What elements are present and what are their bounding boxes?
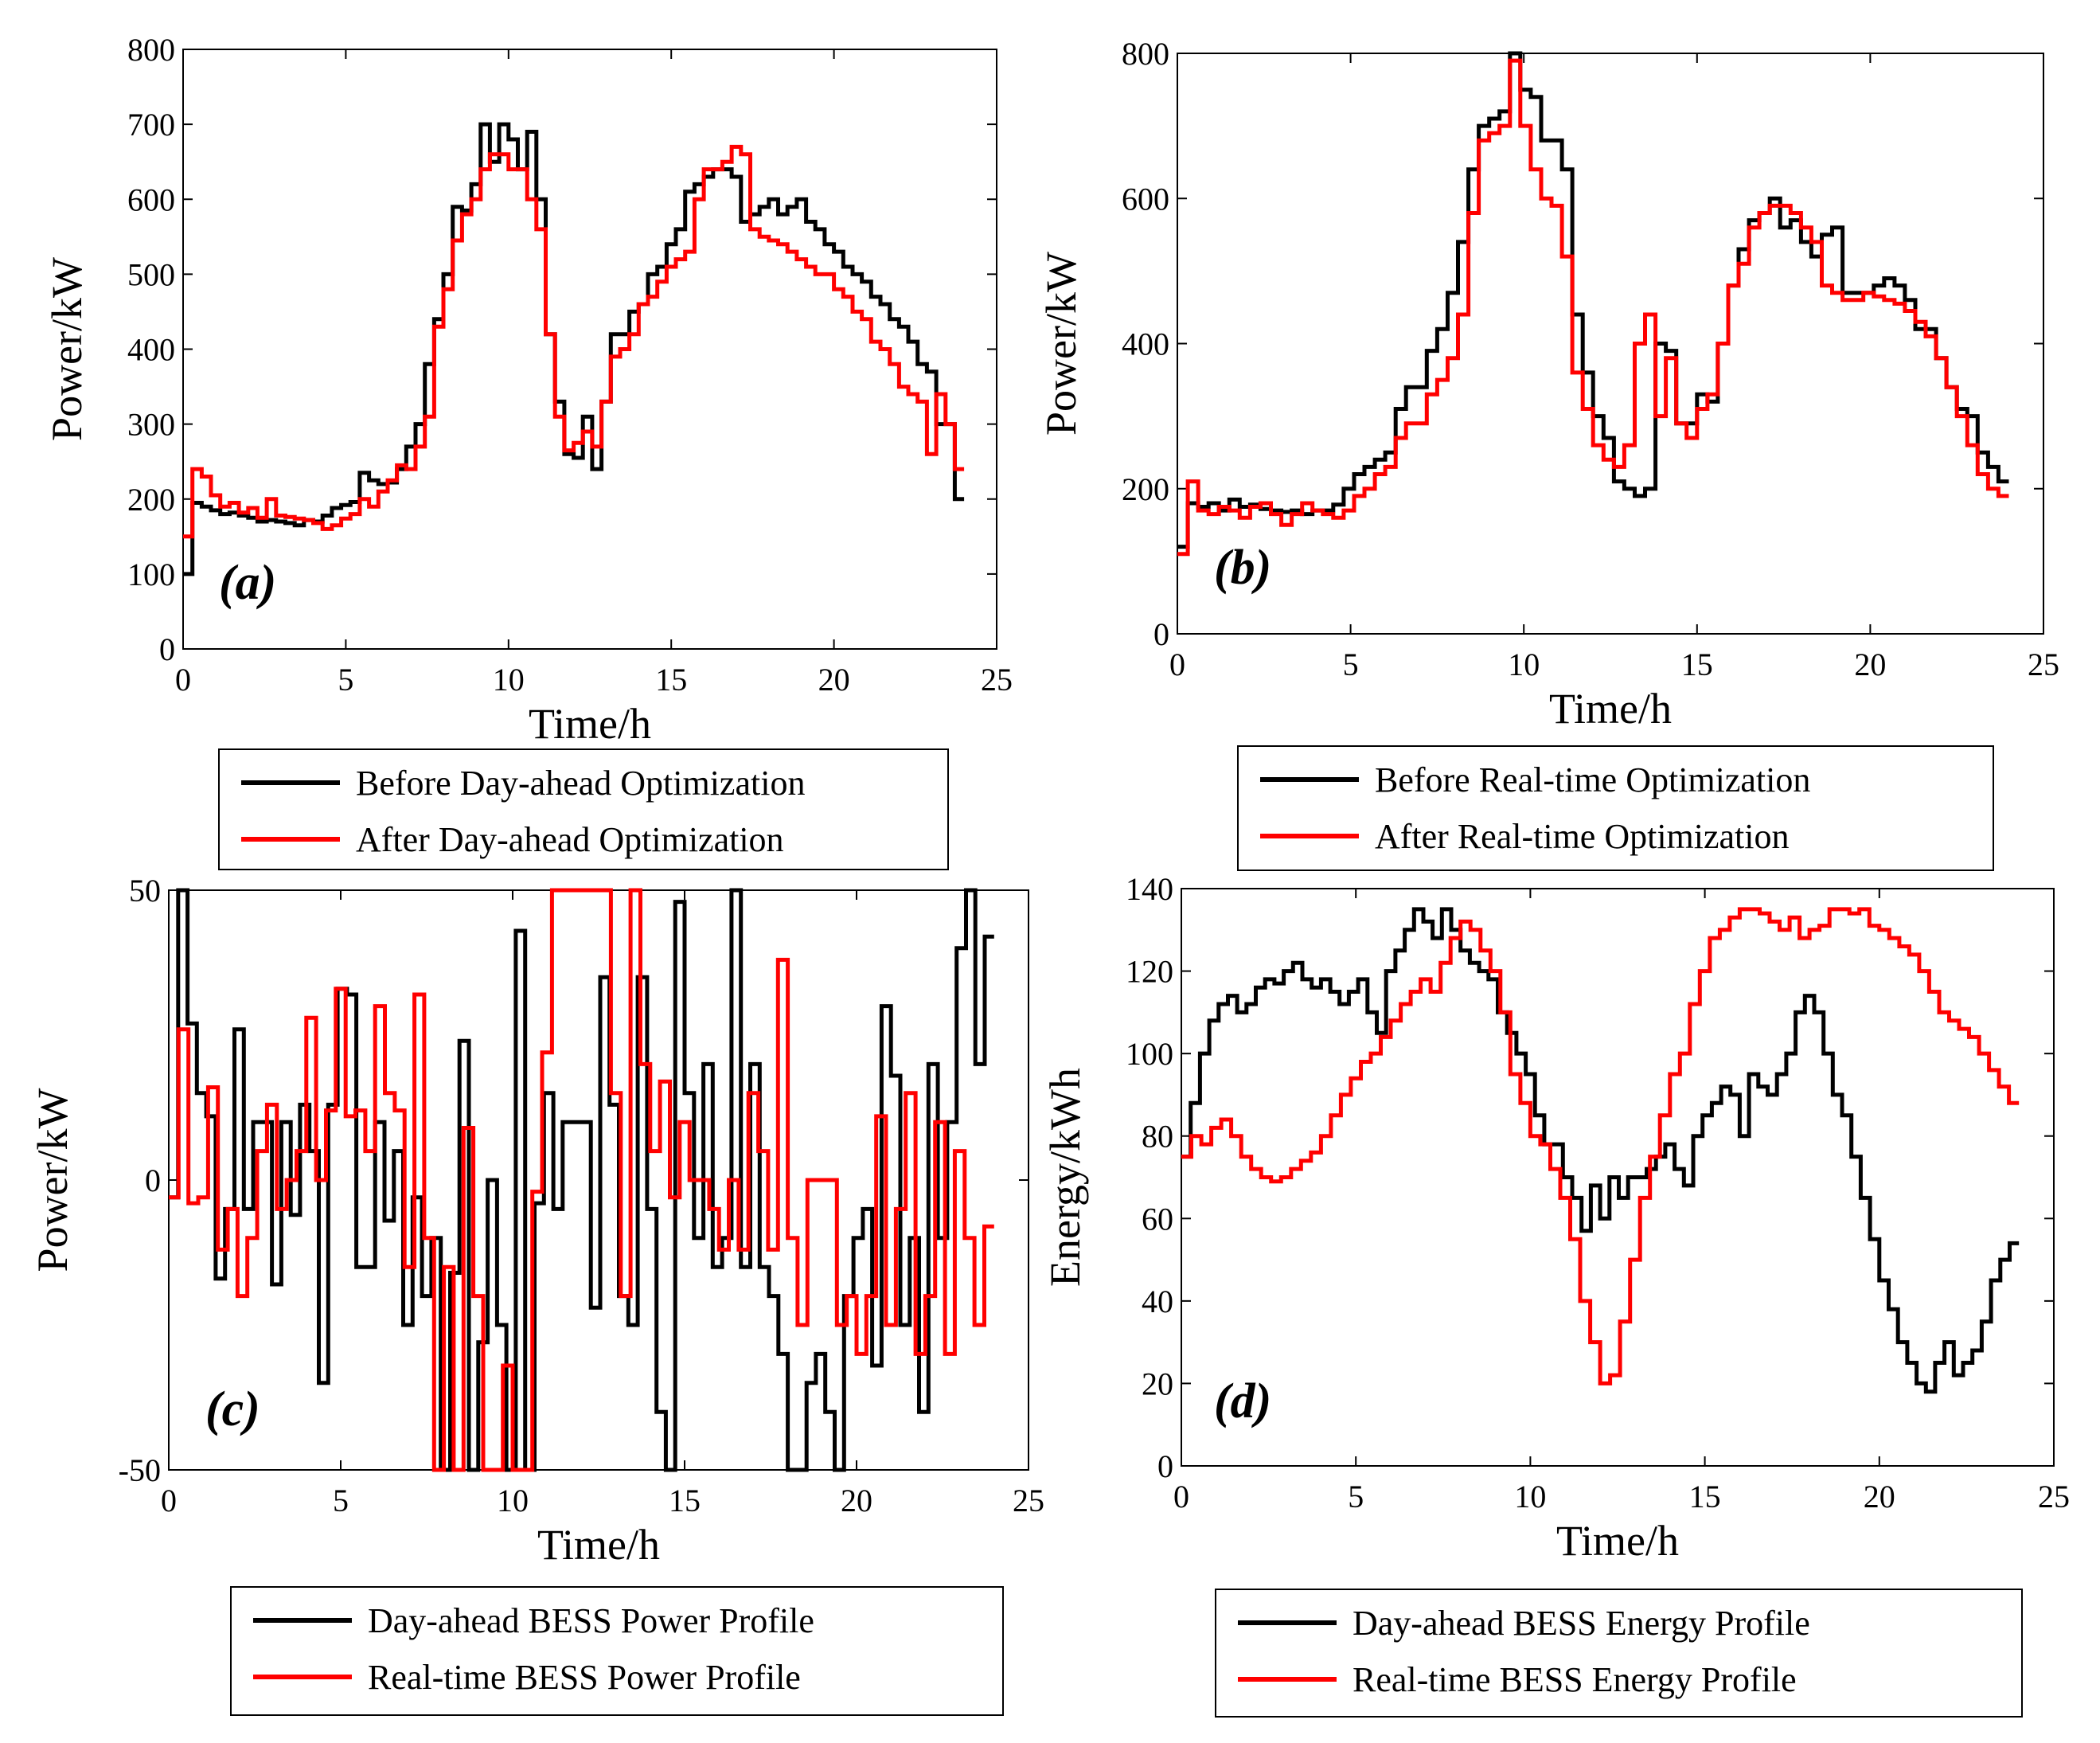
chart-panel-a: 0 5 10 15 20 25 0 100 200 300 400 500 600 700 800 Time/… [43,32,1013,870]
x-tick-label: 10 [1514,1479,1546,1514]
chart-panel-c: 0 5 10 15 20 25-50050Time/hPower/kW(c)Day-ahe… [29,873,1044,1716]
y-tick-label: 500 [127,256,175,292]
y-tick-label: 0 [1157,1448,1173,1484]
y-tick-label: 80 [1142,1119,1173,1155]
legend-box [1237,745,1994,871]
y-tick-label: 60 [1142,1201,1173,1237]
x-tick-label: 5 [1343,647,1359,682]
y-tick-label: 600 [1122,181,1169,217]
plot-frame [182,49,997,650]
legend-label: Day-ahead BESS Power Profile [368,1601,814,1640]
panel-label: (d) [1214,1374,1271,1428]
y-tick-label: 100 [127,557,175,592]
x-tick-label: 15 [669,1483,701,1518]
series-line-red [1181,907,2020,1385]
chart-panel-d: 0 5 10 15 20 25 0 20 40 60 80 100 120 140 Time/h Energy… [1041,871,2070,1718]
panel-label: (b) [1214,541,1271,595]
x-axis-label: Time/h [537,1521,660,1569]
x-tick-label: 10 [493,662,525,698]
legend-label: Real-time BESS Power Profile [368,1658,801,1697]
x-tick-label: 10 [1508,647,1540,682]
legend: Before Day-ahead Optimization After Day-a… [218,748,949,870]
legend-label: After Real-time Optimization [1375,817,1790,856]
legend-label: Before Day-ahead Optimization [356,764,805,803]
chart-panel-b: 0 5 10 15 20 25 0 200 400 600 800 Time/h Power/kW (b)… [1037,36,2059,871]
y-tick-label: 0 [1153,616,1169,652]
series-line-red [183,144,965,539]
legend-label: Day-ahead BESS Energy Profile [1353,1604,1810,1643]
y-tick-label: 200 [1122,471,1169,507]
x-tick-label: 20 [818,662,850,698]
x-tick-label: 10 [497,1483,529,1518]
y-tick-label: 800 [1122,36,1169,72]
x-tick-label: 25 [1013,1483,1044,1518]
x-tick-label: 5 [333,1483,349,1518]
y-tick-label: -50 [119,1452,161,1488]
legend: Day-ahead BESS Energy Profile Real-time B… [1215,1589,2023,1718]
y-axis-label: Power/kW [43,257,91,441]
legend-label: Real-time BESS Energy Profile [1353,1660,1797,1699]
x-tick-label: 0 [1169,647,1185,682]
legend-box [218,748,949,870]
x-axis-label: Time/h [1549,685,1672,733]
legend-box [1215,1589,2023,1718]
legend-box [230,1586,1004,1716]
x-tick-label: 0 [175,662,191,698]
x-tick-label: 0 [1173,1479,1189,1514]
x-axis-label: Time/h [1556,1517,1679,1565]
x-tick-label: 15 [1681,647,1713,682]
legend: Day-ahead BESS Power Profile Real-time BE… [230,1586,1004,1716]
x-tick-label: 20 [1854,647,1886,682]
y-tick-label: 40 [1142,1284,1173,1319]
y-tick-label: 140 [1126,871,1173,907]
x-tick-label: 25 [981,662,1013,698]
x-tick-label: 5 [1348,1479,1364,1514]
plot-frame [1181,888,2055,1467]
series-line-red [169,888,994,1472]
series-line-black [169,888,994,1472]
x-tick-label: 20 [841,1483,872,1518]
y-axis-label: Power/kW [1037,252,1085,436]
x-tick-label: 0 [161,1483,177,1518]
series-line-black [183,122,965,576]
x-tick-label: 20 [1864,1479,1895,1514]
x-tick-label: 25 [2028,647,2059,682]
y-tick-label: 50 [129,873,161,909]
y-tick-label: 800 [127,32,175,68]
y-axis-label: Energy/kWh [1041,1068,1089,1287]
x-tick-label: 25 [2038,1479,2070,1514]
panel-label: (c) [205,1382,260,1436]
x-axis-label: Time/h [529,700,651,748]
y-tick-label: 120 [1126,954,1173,990]
panel-label: (a) [219,556,276,610]
y-tick-label: 100 [1126,1036,1173,1072]
y-axis-label: Power/kW [29,1088,76,1272]
y-tick-label: 300 [127,407,175,443]
x-tick-label: 15 [655,662,687,698]
x-tick-label: 5 [338,662,353,698]
x-tick-label: 15 [1689,1479,1721,1514]
legend: Before Real-time Optimization After Real-… [1237,745,1994,871]
y-tick-label: 200 [127,482,175,518]
y-tick-label: 20 [1142,1366,1173,1401]
y-tick-label: 400 [1122,326,1169,362]
y-tick-label: 400 [127,332,175,368]
y-tick-label: 0 [145,1163,161,1198]
legend-label: Before Real-time Optimization [1375,760,1810,799]
y-tick-label: 700 [127,107,175,143]
plot-frame [1177,53,2044,635]
y-tick-label: 0 [159,631,175,667]
series-line-black [1181,907,2020,1394]
series-line-red [1177,58,2009,557]
legend-label: After Day-ahead Optimization [356,820,784,859]
y-tick-label: 600 [127,182,175,217]
